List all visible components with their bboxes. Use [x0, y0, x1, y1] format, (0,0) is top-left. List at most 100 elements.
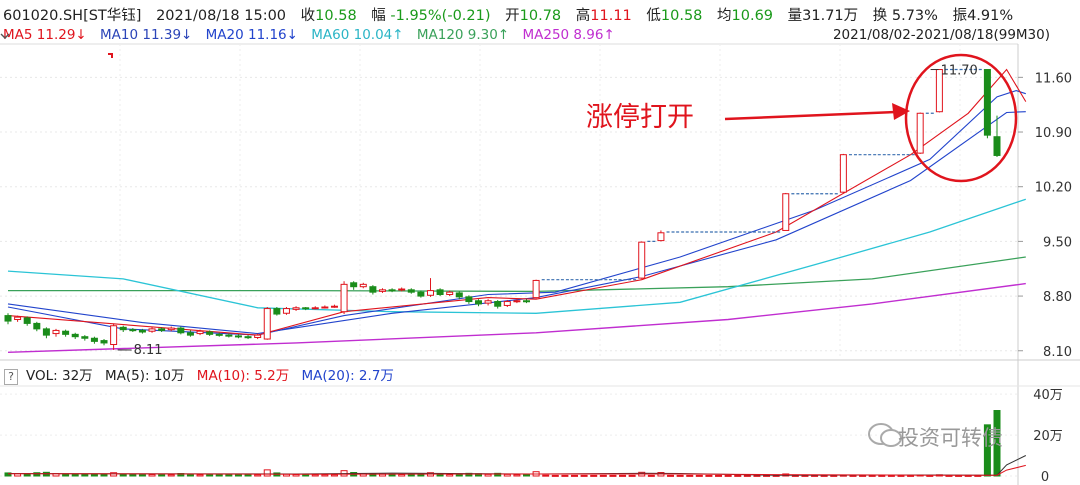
marker-glyph [108, 53, 113, 58]
volume-bar [686, 474, 694, 477]
volume-bar [667, 474, 675, 477]
amplitude-field: 振4.91% [953, 8, 1014, 24]
candle-body [532, 279, 540, 299]
change-label: 幅 [371, 8, 386, 24]
candle-body [119, 326, 127, 331]
volume-bar [983, 424, 991, 477]
volume-tick-label: 20万 [1033, 429, 1063, 444]
volume-tick-label: 0 [1041, 470, 1049, 485]
volume-bar [561, 474, 569, 477]
volume-bar [119, 473, 127, 477]
volume-bar [590, 474, 598, 477]
avg-field: 均10.69 [717, 8, 773, 24]
volume-bar [503, 473, 511, 477]
volume-bar [647, 474, 655, 477]
candle-body [407, 289, 415, 293]
watermark: 投资可转债 [858, 422, 1003, 452]
candle-body [42, 328, 50, 336]
price-tick-label: 9.50 [1043, 235, 1072, 250]
volume-bar [196, 474, 204, 477]
candle-body [129, 329, 137, 332]
volume-bar [244, 474, 252, 477]
candle-body [225, 334, 233, 337]
high-label: 高 [575, 8, 591, 24]
candle-body [148, 328, 156, 332]
change-value: -1.95%(-0.21) [390, 8, 491, 24]
close-field: 收10.58 [301, 8, 357, 24]
volume-bar [513, 474, 521, 477]
volume-field: 量31.71万 [788, 8, 859, 24]
turnover-field: 换 5.73% [873, 8, 938, 24]
candle-body [455, 292, 463, 298]
candle-body [311, 307, 319, 310]
candle-body [273, 308, 281, 315]
ma-legend: MA5 11.29↓ MA10 11.39↓ MA20 11.16↓ MA60 … [3, 27, 624, 45]
volume-bar [167, 474, 175, 477]
annotation-arrow-head [892, 103, 910, 120]
volume-legend: ? VOL: 32万 MA(5): 10万 MA(10): 5.2万 MA(20)… [4, 364, 402, 385]
volume-bar [407, 473, 415, 477]
volume-label: 量 [787, 8, 803, 24]
volume-bar [129, 474, 137, 477]
candle-body [23, 317, 31, 324]
volume-bar [330, 474, 338, 477]
candle-body [52, 329, 60, 335]
volume-bar [705, 474, 713, 477]
volume-bar [523, 474, 531, 477]
close-value: 10.58 [315, 8, 357, 24]
chevron-down-icon[interactable] [0, 31, 10, 41]
candle-body [254, 334, 262, 338]
candle-body [196, 330, 204, 335]
stock-code: 601020.SH[ST华钰] [3, 8, 142, 24]
volume-bar [148, 474, 156, 477]
candle-body [81, 336, 89, 339]
candle-body [782, 193, 790, 231]
annotation-arrow-shaft [724, 110, 897, 121]
low-field: 低10.58 [646, 8, 702, 24]
candle-body [494, 301, 502, 307]
candle-body [398, 288, 406, 291]
ma5-line [7, 68, 1027, 336]
volume-bar [311, 474, 319, 477]
volume-bar [302, 474, 310, 477]
volume-bar [628, 474, 636, 477]
candle-body [503, 301, 511, 306]
volume-bar [619, 474, 627, 477]
candle-body [350, 282, 358, 288]
volume-bar [676, 474, 684, 477]
candle-body [14, 316, 22, 321]
volume-bar [484, 473, 492, 477]
candle-body [263, 308, 271, 340]
open-value: 10.78 [519, 8, 562, 24]
candle-body [436, 289, 444, 296]
low-price-label: 8.11 [134, 343, 163, 358]
volume-bar [71, 473, 79, 477]
help-button[interactable]: ? [4, 369, 18, 385]
volume-bar [254, 474, 262, 477]
volume-bar [571, 474, 579, 477]
quote-header: 601020.SH[ST华钰] 2021/08/18 15:00 收10.58 … [3, 4, 1023, 24]
ma60-legend: MA60 10.04↑ [311, 27, 404, 43]
date-range: 2021/08/02-2021/08/18(99M30) [832, 27, 1050, 43]
annotation-circle [904, 53, 1018, 183]
ma10-line [7, 90, 1026, 336]
volume-bar [734, 474, 742, 477]
volume-bar [753, 474, 761, 477]
volume-bar [4, 472, 12, 477]
price-tick-label: 8.10 [1043, 345, 1072, 360]
price-tick-label: 8.80 [1043, 290, 1072, 305]
ma5-legend: MA5 11.29↓ [3, 27, 87, 43]
vol-ma20-text: MA(20): 2.7万 [301, 368, 394, 384]
volume-bar [138, 474, 146, 477]
candle-body [302, 307, 310, 310]
candle-body [839, 154, 847, 193]
ma120-line [8, 256, 1026, 293]
candle-body [215, 333, 223, 336]
candle-body [465, 296, 473, 303]
vol-ma5-text: MA(5): 10万 [104, 368, 185, 384]
low-value: 10.58 [660, 8, 703, 24]
candle-body [388, 289, 396, 292]
volume-bar [599, 474, 607, 477]
watermark-text: 投资可转债 [898, 426, 1003, 450]
volume-bar [551, 474, 559, 477]
